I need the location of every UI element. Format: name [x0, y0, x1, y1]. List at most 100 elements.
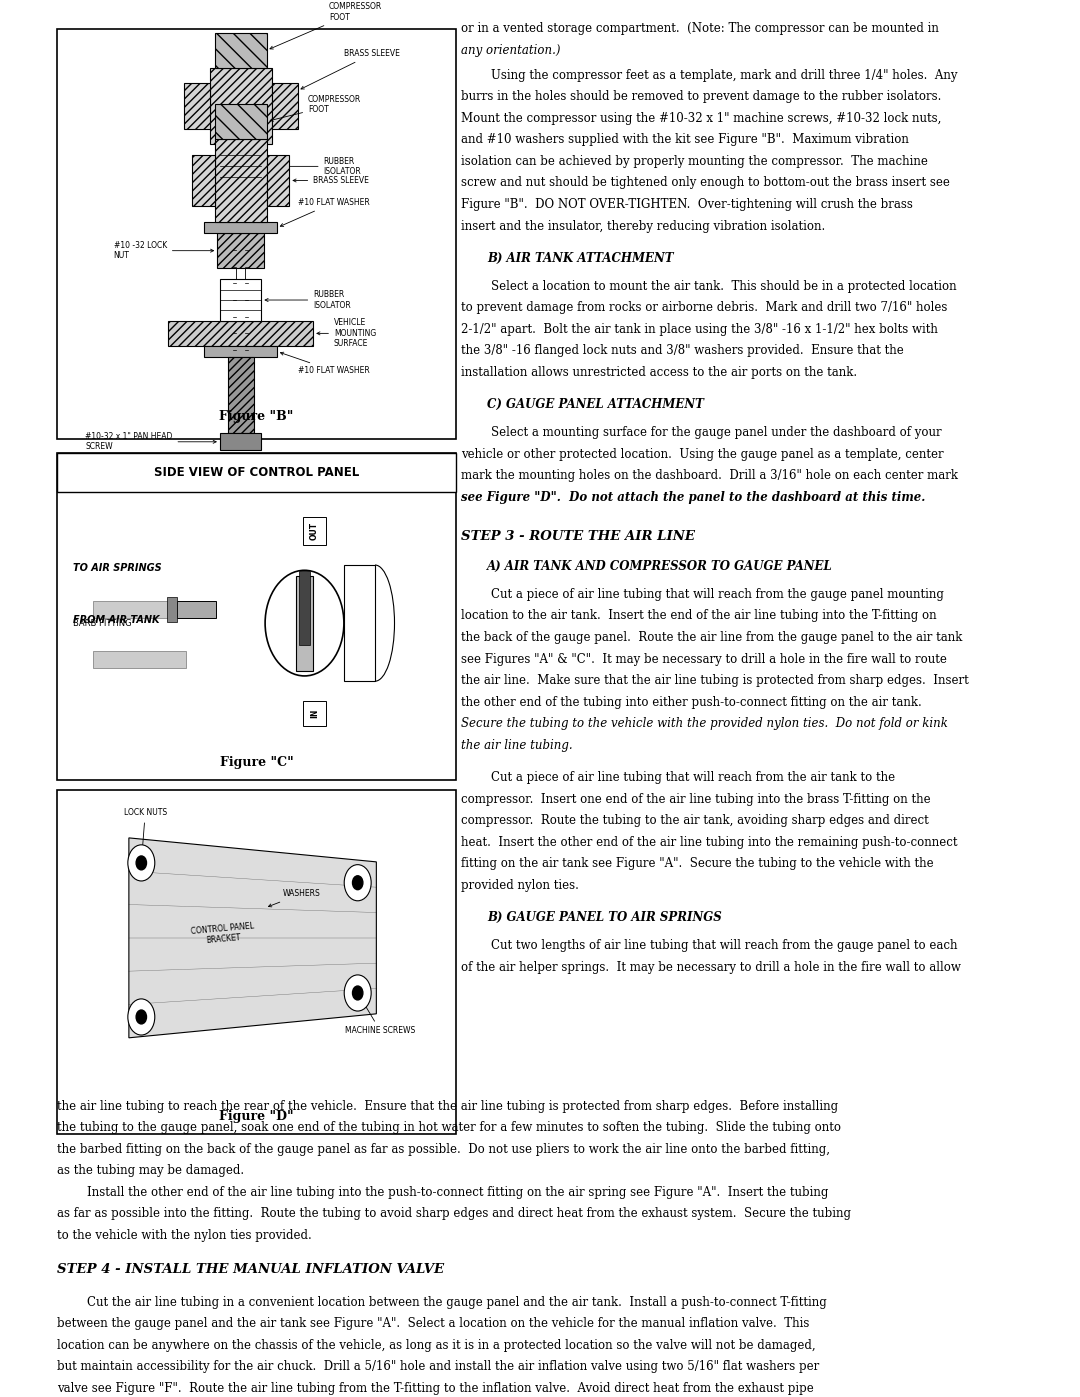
Text: valve see Figure "F".  Route the air line tubing from the T-fitting to the infla: valve see Figure "F". Route the air line…: [57, 1382, 813, 1394]
Circle shape: [265, 570, 343, 676]
FancyBboxPatch shape: [93, 651, 186, 668]
Text: Cut a piece of air line tubing that will reach from the air tank to the: Cut a piece of air line tubing that will…: [461, 771, 895, 784]
Text: SIDE VIEW OF CONTROL PANEL: SIDE VIEW OF CONTROL PANEL: [154, 467, 360, 479]
Text: Select a mounting surface for the gauge panel under the dashboard of your: Select a mounting surface for the gauge …: [461, 426, 942, 439]
Text: or in a vented storage compartment.  (Note: The compressor can be mounted in: or in a vented storage compartment. (Not…: [461, 22, 940, 35]
Text: as the tubing may be damaged.: as the tubing may be damaged.: [57, 1164, 244, 1178]
Text: and #10 washers supplied with the kit see Figure "B".  Maximum vibration: and #10 washers supplied with the kit se…: [461, 133, 909, 147]
Text: to the vehicle with the nylon ties provided.: to the vehicle with the nylon ties provi…: [57, 1229, 312, 1242]
FancyBboxPatch shape: [215, 34, 267, 67]
FancyBboxPatch shape: [343, 564, 375, 682]
Text: COMPRESSOR
FOOT: COMPRESSOR FOOT: [270, 3, 382, 49]
Text: RUBBER
ISOLATOR: RUBBER ISOLATOR: [265, 156, 362, 176]
Text: Install the other end of the air line tubing into the push-to-connect fitting on: Install the other end of the air line tu…: [57, 1186, 828, 1199]
FancyBboxPatch shape: [217, 233, 264, 268]
Text: 2-1/2" apart.  Bolt the air tank in place using the 3/8" -16 x 1-1/2" hex bolts : 2-1/2" apart. Bolt the air tank in place…: [461, 323, 939, 335]
Text: Figure "C": Figure "C": [219, 756, 294, 768]
Text: compressor.  Insert one end of the air line tubing into the brass T-fitting on t: compressor. Insert one end of the air li…: [461, 792, 931, 806]
Text: BRASS SLEEVE: BRASS SLEEVE: [301, 49, 401, 89]
Text: Figure "B": Figure "B": [219, 409, 294, 423]
Text: burrs in the holes should be removed to prevent damage to the rubber isolators.: burrs in the holes should be removed to …: [461, 91, 942, 103]
Text: of the air helper springs.  It may be necessary to drill a hole in the fire wall: of the air helper springs. It may be nec…: [461, 961, 961, 974]
Text: location to the air tank.  Insert the end of the air line tubing into the T-fitt: location to the air tank. Insert the end…: [461, 609, 937, 623]
FancyBboxPatch shape: [215, 138, 267, 222]
FancyBboxPatch shape: [168, 321, 313, 346]
FancyBboxPatch shape: [215, 103, 267, 138]
Text: #10 FLAT WASHER: #10 FLAT WASHER: [281, 352, 369, 376]
Text: Mount the compressor using the #10-32 x 1" machine screws, #10-32 lock nuts,: Mount the compressor using the #10-32 x …: [461, 112, 942, 124]
Text: C) GAUGE PANEL ATTACHMENT: C) GAUGE PANEL ATTACHMENT: [487, 398, 704, 411]
Text: Figure "D": Figure "D": [219, 1111, 294, 1123]
Text: compressor.  Route the tubing to the air tank, avoiding sharp edges and direct: compressor. Route the tubing to the air …: [461, 814, 929, 827]
FancyBboxPatch shape: [204, 346, 276, 358]
Text: the air line tubing.: the air line tubing.: [461, 739, 573, 752]
FancyBboxPatch shape: [204, 222, 276, 233]
Text: see Figures "A" & "C".  It may be necessary to drill a hole in the fire wall to : see Figures "A" & "C". It may be necessa…: [461, 652, 947, 665]
Text: RUBBER
ISOLATOR: RUBBER ISOLATOR: [265, 291, 351, 310]
Text: CONTROL PANEL
BRACKET: CONTROL PANEL BRACKET: [190, 922, 255, 946]
Text: LOCK NUTS: LOCK NUTS: [124, 809, 166, 859]
FancyBboxPatch shape: [299, 571, 310, 645]
Text: B) AIR TANK ATTACHMENT: B) AIR TANK ATTACHMENT: [487, 251, 674, 265]
Text: OUT: OUT: [310, 522, 319, 541]
Text: the 3/8" -16 flanged lock nuts and 3/8" washers provided.  Ensure that the: the 3/8" -16 flanged lock nuts and 3/8" …: [461, 345, 904, 358]
FancyBboxPatch shape: [184, 82, 210, 129]
FancyBboxPatch shape: [57, 29, 456, 440]
Text: Secure the tubing to the vehicle with the provided nylon ties.  Do not fold or k: Secure the tubing to the vehicle with th…: [461, 717, 948, 731]
Text: BRASS SLEEVE: BRASS SLEEVE: [293, 176, 369, 184]
Text: installation allows unrestricted access to the air ports on the tank.: installation allows unrestricted access …: [461, 366, 858, 379]
Text: B) GAUGE PANEL TO AIR SPRINGS: B) GAUGE PANEL TO AIR SPRINGS: [487, 911, 723, 923]
FancyBboxPatch shape: [220, 279, 261, 321]
Text: Select a location to mount the air tank.  This should be in a protected location: Select a location to mount the air tank.…: [461, 279, 957, 293]
Text: BARB FITTING: BARB FITTING: [73, 619, 132, 627]
Text: STEP 4 - INSTALL THE MANUAL INFLATION VALVE: STEP 4 - INSTALL THE MANUAL INFLATION VA…: [57, 1263, 444, 1277]
FancyBboxPatch shape: [57, 453, 456, 492]
Text: between the gauge panel and the air tank see Figure "A".  Select a location on t: between the gauge panel and the air tank…: [57, 1317, 809, 1330]
FancyBboxPatch shape: [303, 701, 326, 726]
Circle shape: [127, 845, 154, 882]
Text: Cut the air line tubing in a convenient location between the gauge panel and the: Cut the air line tubing in a convenient …: [57, 1295, 827, 1309]
Text: any orientation.): any orientation.): [461, 43, 561, 57]
Text: #10 FLAT WASHER: #10 FLAT WASHER: [281, 198, 369, 226]
Text: but maintain accessibility for the air chuck.  Drill a 5/16" hole and install th: but maintain accessibility for the air c…: [57, 1361, 820, 1373]
Text: the air line.  Make sure that the air line tubing is protected from sharp edges.: the air line. Make sure that the air lin…: [461, 675, 969, 687]
Text: STEP 3 - ROUTE THE AIR LINE: STEP 3 - ROUTE THE AIR LINE: [461, 529, 696, 543]
FancyBboxPatch shape: [296, 576, 313, 671]
Text: MACHINE SCREWS: MACHINE SCREWS: [346, 996, 416, 1035]
Text: mark the mounting holes on the dashboard.  Drill a 3/16" hole on each center mar: mark the mounting holes on the dashboard…: [461, 469, 958, 482]
Circle shape: [127, 999, 154, 1035]
Polygon shape: [129, 838, 376, 1038]
Text: as far as possible into the fitting.  Route the tubing to avoid sharp edges and : as far as possible into the fitting. Rou…: [57, 1207, 851, 1221]
FancyBboxPatch shape: [220, 433, 261, 450]
Text: VEHICLE
MOUNTING
SURFACE: VEHICLE MOUNTING SURFACE: [316, 319, 376, 348]
Text: FROM AIR TANK: FROM AIR TANK: [73, 615, 160, 626]
Text: the tubing to the gauge panel, soak one end of the tubing in hot water for a few: the tubing to the gauge panel, soak one …: [57, 1122, 841, 1134]
Text: A) AIR TANK AND COMPRESSOR TO GAUGE PANEL: A) AIR TANK AND COMPRESSOR TO GAUGE PANE…: [487, 560, 833, 573]
Circle shape: [345, 865, 372, 901]
FancyBboxPatch shape: [303, 517, 326, 545]
FancyBboxPatch shape: [267, 155, 289, 205]
Text: fitting on the air tank see Figure "A".  Secure the tubing to the vehicle with t: fitting on the air tank see Figure "A". …: [461, 858, 934, 870]
FancyBboxPatch shape: [220, 144, 261, 189]
FancyBboxPatch shape: [192, 155, 215, 205]
Circle shape: [136, 856, 147, 870]
Text: the barbed fitting on the back of the gauge panel as far as possible.  Do not us: the barbed fitting on the back of the ga…: [57, 1143, 831, 1155]
Text: screw and nut should be tightened only enough to bottom-out the brass insert see: screw and nut should be tightened only e…: [461, 176, 950, 190]
FancyBboxPatch shape: [57, 789, 456, 1134]
Circle shape: [136, 1010, 147, 1024]
Text: WASHERS: WASHERS: [269, 890, 320, 907]
Circle shape: [352, 876, 363, 890]
Text: #10-32 x 1" PAN HEAD
SCREW: #10-32 x 1" PAN HEAD SCREW: [85, 432, 216, 451]
Text: COMPRESSOR
FOOT: COMPRESSOR FOOT: [270, 95, 362, 122]
FancyBboxPatch shape: [57, 453, 456, 780]
Text: Figure "B".  DO NOT OVER-TIGHTEN.  Over-tightening will crush the brass: Figure "B". DO NOT OVER-TIGHTEN. Over-ti…: [461, 198, 914, 211]
Text: insert and the insulator, thereby reducing vibration isolation.: insert and the insulator, thereby reduci…: [461, 219, 825, 232]
FancyBboxPatch shape: [210, 67, 272, 144]
Text: Using the compressor feet as a template, mark and drill three 1/4" holes.  Any: Using the compressor feet as a template,…: [461, 68, 958, 81]
FancyBboxPatch shape: [228, 358, 254, 433]
Text: provided nylon ties.: provided nylon ties.: [461, 879, 579, 891]
Text: TO AIR SPRINGS: TO AIR SPRINGS: [73, 563, 162, 573]
Text: to prevent damage from rocks or airborne debris.  Mark and drill two 7/16" holes: to prevent damage from rocks or airborne…: [461, 302, 948, 314]
FancyBboxPatch shape: [93, 601, 177, 617]
FancyBboxPatch shape: [237, 256, 245, 450]
